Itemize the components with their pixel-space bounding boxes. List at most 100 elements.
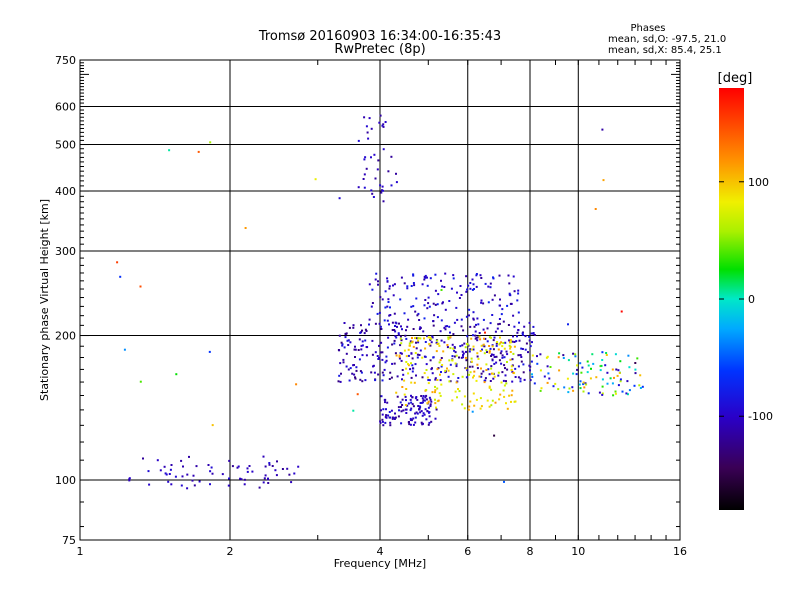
data-point (493, 294, 496, 297)
data-point (389, 416, 392, 419)
data-point (464, 356, 467, 359)
data-point (488, 405, 491, 408)
data-point (523, 325, 526, 328)
data-point (492, 353, 495, 356)
data-point (517, 329, 520, 331)
data-point (435, 408, 438, 411)
data-point (469, 371, 472, 374)
data-point (386, 305, 389, 308)
data-point (381, 124, 384, 127)
data-point (617, 369, 620, 372)
data-point (405, 361, 408, 363)
data-point (516, 331, 519, 334)
data-point (415, 297, 418, 300)
data-point (352, 364, 355, 367)
data-point (488, 336, 491, 339)
data-point (433, 314, 436, 317)
data-point (436, 343, 439, 345)
data-point (427, 423, 430, 426)
data-point (440, 279, 442, 282)
data-point (488, 385, 491, 388)
data-point (408, 342, 411, 345)
data-point (501, 308, 504, 311)
data-point (415, 396, 418, 398)
data-point (382, 189, 384, 192)
data-point (472, 348, 475, 351)
data-point (374, 322, 377, 325)
data-point (343, 346, 346, 349)
data-point (479, 338, 482, 341)
data-point (395, 336, 398, 339)
y-tick-label: 600 (55, 101, 76, 114)
data-point (465, 376, 468, 379)
data-point (207, 464, 210, 466)
data-point (503, 356, 506, 359)
data-point (605, 352, 608, 354)
data-point (628, 389, 631, 392)
data-point (446, 346, 449, 349)
data-point (380, 395, 383, 398)
data-point (414, 352, 417, 354)
data-point (486, 399, 489, 402)
data-point (398, 355, 401, 358)
data-point (383, 319, 386, 322)
data-point (391, 362, 394, 365)
data-point (444, 308, 447, 311)
data-point (473, 370, 476, 373)
data-point (562, 357, 565, 359)
data-point (390, 155, 393, 158)
data-point (472, 311, 475, 314)
data-point (437, 293, 440, 296)
data-point (410, 381, 413, 384)
data-point (382, 374, 385, 377)
data-point (414, 363, 417, 366)
data-point (531, 341, 533, 344)
data-point (508, 394, 511, 397)
data-point (460, 356, 463, 359)
data-point (466, 288, 469, 291)
data-point (409, 409, 412, 412)
data-point (501, 345, 504, 348)
data-point (493, 375, 496, 378)
data-point (557, 356, 560, 359)
data-point (139, 380, 142, 383)
data-point (455, 354, 458, 357)
data-point (349, 367, 352, 370)
data-point (483, 352, 486, 355)
data-point (340, 341, 343, 344)
data-point (574, 355, 577, 358)
data-point (434, 273, 437, 276)
data-point (421, 376, 424, 379)
data-point (180, 459, 183, 462)
data-point (374, 351, 377, 354)
data-point (387, 298, 390, 301)
data-point (604, 364, 607, 367)
data-point (468, 314, 470, 317)
colorbar-tick-label: 100 (748, 176, 769, 189)
data-point (423, 304, 426, 307)
data-point (240, 478, 243, 481)
data-point (457, 388, 459, 390)
data-point (472, 392, 475, 395)
data-point (426, 402, 429, 405)
data-point (432, 302, 435, 305)
data-point (371, 302, 374, 304)
data-point (493, 336, 496, 339)
data-point (487, 301, 490, 304)
data-point (359, 378, 362, 381)
data-point (595, 376, 598, 379)
data-point (372, 196, 375, 198)
data-point (423, 278, 426, 281)
data-point (440, 319, 443, 322)
data-point (375, 272, 378, 275)
data-point (475, 398, 478, 401)
data-point (412, 405, 415, 408)
data-point (419, 349, 422, 352)
data-point (248, 465, 251, 467)
data-point (346, 339, 349, 342)
data-point (389, 424, 392, 427)
data-point (407, 372, 410, 375)
data-point (517, 354, 520, 357)
data-point (576, 364, 579, 367)
data-point (411, 396, 414, 399)
